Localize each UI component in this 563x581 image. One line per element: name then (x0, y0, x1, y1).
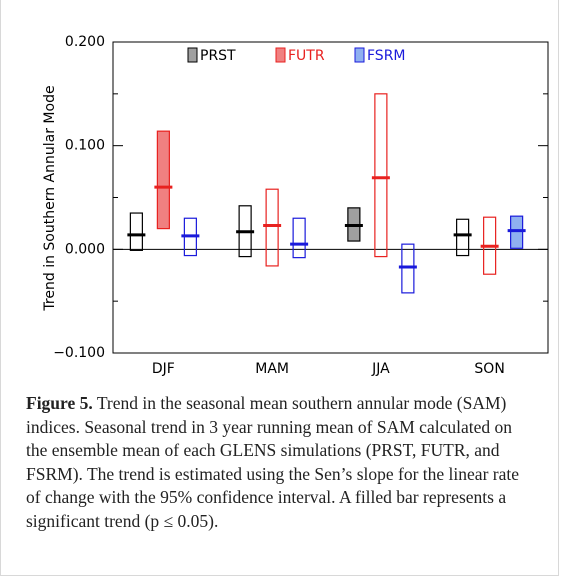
legend-label: PRST (200, 48, 236, 64)
x-tick-label: JJA (371, 361, 390, 377)
range-box (374, 93, 388, 258)
legend-swatch (275, 47, 286, 63)
x-tick-label: SON (474, 361, 504, 377)
chart: Trend in Southern Annular Mode −0.100 0.0… (42, 34, 549, 377)
range-box (401, 243, 415, 294)
legend-swatch (354, 47, 365, 63)
x-tick-label: DJF (152, 361, 175, 377)
caption: Figure 5. Trend in the seasonal mean sou… (26, 392, 526, 533)
range-box (292, 217, 306, 259)
range-box (456, 218, 470, 257)
legend-label: FSRM (367, 48, 406, 64)
caption-text: Trend in the seasonal mean southern annu… (26, 393, 519, 531)
y-axis-label: Trend in Southern Annular Mode (42, 85, 58, 311)
plot-frame (112, 41, 549, 354)
y-tick-label: 0.200 (65, 34, 105, 50)
legend-label: FUTR (288, 48, 325, 64)
caption-label: Figure 5. (26, 393, 93, 413)
range-box (265, 188, 279, 267)
y-tick-label: 0.100 (65, 138, 105, 154)
x-tick-label: MAM (255, 361, 289, 377)
y-tick-label: 0.000 (65, 241, 105, 257)
range-box (129, 212, 143, 251)
range-box (510, 215, 524, 249)
legend-swatch (187, 47, 198, 63)
y-tick-label: −0.100 (53, 345, 105, 361)
range-box (156, 130, 170, 230)
